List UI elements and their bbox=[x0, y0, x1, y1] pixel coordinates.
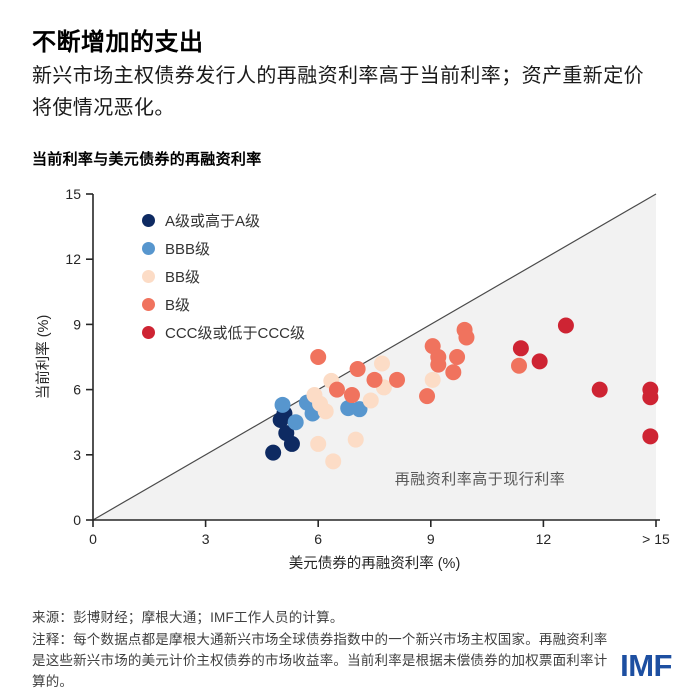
legend-dot-icon bbox=[142, 325, 155, 339]
data-point bbox=[265, 444, 282, 461]
chart-heading: 当前利率与美元债券的再融资利率 bbox=[32, 151, 262, 168]
data-point bbox=[511, 357, 528, 374]
legend-item: B级 bbox=[142, 290, 305, 318]
data-point bbox=[366, 371, 383, 388]
chart-legend: A级或高于A级 BBB级 BB级 B级 CCC级或低于CCC级 bbox=[142, 206, 305, 346]
axis-tick-label: 12 bbox=[536, 531, 552, 547]
legend-dot-icon bbox=[142, 213, 155, 227]
axis-tick-label: 15 bbox=[65, 186, 81, 202]
data-point bbox=[642, 389, 659, 406]
axis-tick-label: 9 bbox=[427, 531, 435, 547]
axis-tick-label: 6 bbox=[314, 531, 322, 547]
data-point bbox=[325, 453, 342, 470]
y-axis-label: 当前利率 (%) bbox=[35, 315, 52, 400]
data-point bbox=[283, 435, 300, 452]
data-point bbox=[389, 371, 406, 388]
data-point bbox=[642, 428, 659, 445]
axis-tick-label: 12 bbox=[65, 251, 81, 267]
legend-item: BBB级 bbox=[142, 234, 305, 262]
axis-tick-label: 3 bbox=[73, 447, 81, 463]
data-point bbox=[458, 329, 475, 346]
axis-tick-label: 0 bbox=[73, 512, 81, 528]
data-point bbox=[343, 387, 360, 404]
data-point bbox=[328, 381, 345, 398]
legend-dot-icon bbox=[142, 241, 155, 255]
legend-label: BBB级 bbox=[165, 240, 211, 258]
data-point bbox=[347, 431, 364, 448]
data-point bbox=[424, 371, 441, 388]
data-point bbox=[419, 388, 436, 405]
legend-item: CCC级或低于CCC级 bbox=[142, 318, 305, 346]
data-point bbox=[449, 349, 466, 365]
legend-item: A级或高于A级 bbox=[142, 206, 305, 234]
data-point bbox=[512, 340, 529, 357]
data-point bbox=[591, 381, 608, 398]
data-point bbox=[531, 353, 548, 370]
data-point bbox=[274, 396, 291, 413]
data-point bbox=[287, 414, 304, 431]
data-point bbox=[272, 412, 289, 429]
legend-item: BB级 bbox=[142, 262, 305, 290]
legend-label: CCC级或低于CCC级 bbox=[165, 324, 305, 342]
axis-tick-label: > 15 bbox=[642, 531, 670, 547]
chart-annotation: 再融资利率高于现行利率 bbox=[394, 471, 566, 488]
data-point bbox=[445, 364, 462, 381]
data-point bbox=[362, 392, 379, 409]
legend-label: B级 bbox=[165, 296, 191, 314]
data-point bbox=[310, 349, 327, 365]
source-note: 来源：彭博财经；摩根大通；IMF工作人员的计算。 bbox=[32, 610, 344, 625]
axis-tick-label: 9 bbox=[73, 316, 81, 332]
figure-subtitle: 新兴市场主权债券发行人的再融资利率高于当前利率；资产重新定价将使情况恶化。 bbox=[32, 65, 644, 119]
scatter-chart: 0 3 6 9 12 15 0 3 6 9 12 > 15 美元债券的再融资利率 (%) 当前利率 (%) bbox=[0, 178, 700, 578]
axis-tick-label: 0 bbox=[89, 531, 97, 547]
axis-tick-label: 3 bbox=[202, 531, 210, 547]
data-point bbox=[349, 360, 366, 377]
identity-line bbox=[92, 193, 657, 521]
data-point bbox=[351, 401, 368, 418]
data-point bbox=[374, 355, 391, 372]
axis-tick-label: 6 bbox=[73, 382, 81, 398]
legend-label: BB级 bbox=[165, 268, 201, 286]
chart-canvas: 0 3 6 9 12 15 0 3 6 9 12 > 15 美元债券的再融资利率 (%) 当前利率 (%) bbox=[35, 186, 670, 572]
data-point bbox=[310, 435, 327, 452]
imf-logo: IMF bbox=[620, 648, 672, 683]
data-point bbox=[430, 356, 447, 373]
data-point bbox=[557, 317, 574, 334]
legend-dot-icon bbox=[142, 269, 155, 283]
figure-title: 不断增加的支出 bbox=[32, 29, 204, 56]
legend-label: A级或高于A级 bbox=[165, 212, 261, 230]
data-point bbox=[317, 403, 334, 420]
methodology-note: 注释：每个数据点都是摩根大通新兴市场全球债券指数中的一个新兴市场主权国家。再融资… bbox=[32, 632, 608, 689]
axis-tick-label: 美元债券的再融资利率 (%) bbox=[289, 555, 461, 572]
legend-dot-icon bbox=[142, 297, 155, 311]
